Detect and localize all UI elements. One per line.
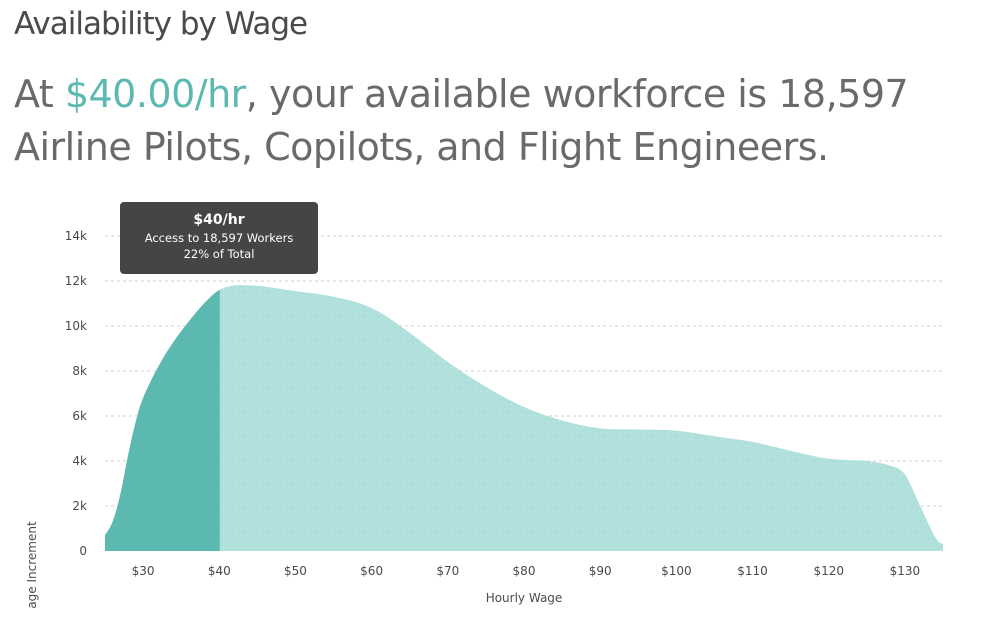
- wage-tooltip: $40/hr Access to 18,597 Workers 22% of T…: [120, 202, 318, 274]
- y-tick-label: 6k: [72, 409, 87, 423]
- y-tick-label: 12k: [65, 274, 87, 288]
- area-series[interactable]: [105, 285, 943, 551]
- area-texture: [105, 285, 943, 551]
- y-tick-label: 14k: [65, 229, 87, 243]
- x-tick-label: $70: [436, 564, 459, 578]
- headline-prefix: At: [14, 72, 65, 116]
- x-tick-label: $50: [284, 564, 307, 578]
- headline-suffix: Airline Pilots, Copilots, and Flight Eng…: [14, 125, 829, 169]
- x-tick-label: $100: [661, 564, 692, 578]
- y-tick-label: 10k: [65, 319, 87, 333]
- x-tick-label: $80: [513, 564, 536, 578]
- tooltip-percent: 22% of Total: [183, 247, 255, 261]
- x-tick-label: $120: [813, 564, 844, 578]
- y-axis-title: age Increment: [25, 521, 39, 609]
- y-tick-label: 8k: [72, 364, 87, 378]
- x-tick-label: $90: [589, 564, 612, 578]
- headline-wage: $40.00/hr: [64, 72, 246, 116]
- tooltip-title: $40/hr: [193, 212, 245, 228]
- y-tick-label: 0: [79, 544, 87, 558]
- area-selected[interactable]: [105, 285, 943, 551]
- x-tick-label: $40: [208, 564, 231, 578]
- x-tick-label: $130: [890, 564, 921, 578]
- headline: At $40.00/hr, your available workforce i…: [14, 68, 914, 174]
- page-title: Availability by Wage: [14, 6, 308, 42]
- x-tick-label: $110: [737, 564, 768, 578]
- x-axis-title: Hourly Wage: [486, 591, 563, 605]
- x-tick-label: $30: [132, 564, 155, 578]
- y-tick-label: 2k: [72, 499, 87, 513]
- tooltip-workers: Access to 18,597 Workers: [144, 231, 294, 245]
- x-tick-label: $60: [360, 564, 383, 578]
- y-tick-label: 4k: [72, 454, 87, 468]
- headline-mid: , your available workforce is 18,597: [245, 72, 909, 116]
- axes: 0 2k 4k 6k 8k 10k 12k 14k $30 $40 $50 $60 $70 $80 $90 $…: [65, 229, 920, 578]
